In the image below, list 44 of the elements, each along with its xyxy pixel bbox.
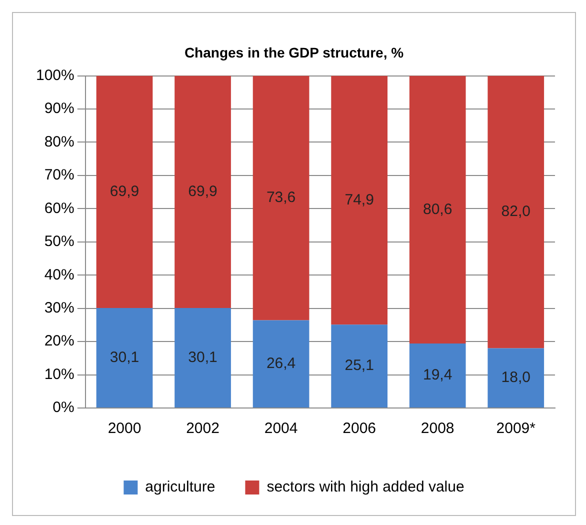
bar bbox=[96, 308, 153, 408]
y-tick-label: 50% bbox=[44, 233, 74, 250]
data-label: 25,1 bbox=[344, 357, 374, 374]
y-tick-label: 80% bbox=[44, 133, 74, 150]
data-label: 30,1 bbox=[110, 348, 140, 366]
x-tick-label: 2008 bbox=[420, 420, 454, 438]
legend-label: sectors with high added value bbox=[266, 478, 464, 496]
data-label: 82,0 bbox=[501, 203, 530, 220]
data-label: 30,1 bbox=[188, 348, 218, 366]
bar bbox=[174, 76, 231, 308]
y-tick-label: 40% bbox=[44, 266, 74, 284]
chart-title: Changes in the GDP structure, % bbox=[184, 44, 404, 60]
y-tick-label: 20% bbox=[44, 332, 74, 350]
legend-label: agriculture bbox=[145, 478, 216, 496]
y-tick-label: 60% bbox=[44, 200, 74, 217]
bar bbox=[174, 308, 231, 408]
y-tick-label: 90% bbox=[44, 100, 74, 118]
bar bbox=[331, 76, 388, 325]
x-tick-label: 2006 bbox=[342, 420, 376, 438]
y-tick-label: 30% bbox=[44, 299, 74, 316]
y-tick-label: 70% bbox=[44, 166, 74, 184]
bar bbox=[488, 76, 544, 348]
y-tick-label: 0% bbox=[52, 399, 74, 416]
data-label: 73,6 bbox=[266, 189, 296, 206]
data-label: 26,4 bbox=[266, 355, 296, 372]
data-label: 80,6 bbox=[422, 200, 452, 218]
bar bbox=[409, 344, 466, 408]
bar bbox=[252, 320, 310, 408]
bar bbox=[252, 76, 310, 320]
x-tick-label: 2009* bbox=[496, 420, 536, 438]
bar bbox=[488, 348, 544, 408]
data-label: 69,9 bbox=[110, 183, 140, 200]
data-label: 18,0 bbox=[501, 368, 530, 386]
y-tick-label: 10% bbox=[44, 366, 74, 383]
bar bbox=[409, 76, 466, 344]
y-tick-label: 100% bbox=[36, 66, 74, 84]
data-label: 69,9 bbox=[188, 183, 218, 200]
data-label: 74,9 bbox=[344, 191, 374, 208]
x-tick-label: 2004 bbox=[264, 420, 298, 438]
data-label: 19,4 bbox=[422, 366, 452, 384]
x-tick-label: 2002 bbox=[186, 420, 220, 438]
bar bbox=[96, 76, 153, 308]
x-tick-label: 2000 bbox=[108, 420, 142, 438]
bar bbox=[331, 324, 388, 408]
